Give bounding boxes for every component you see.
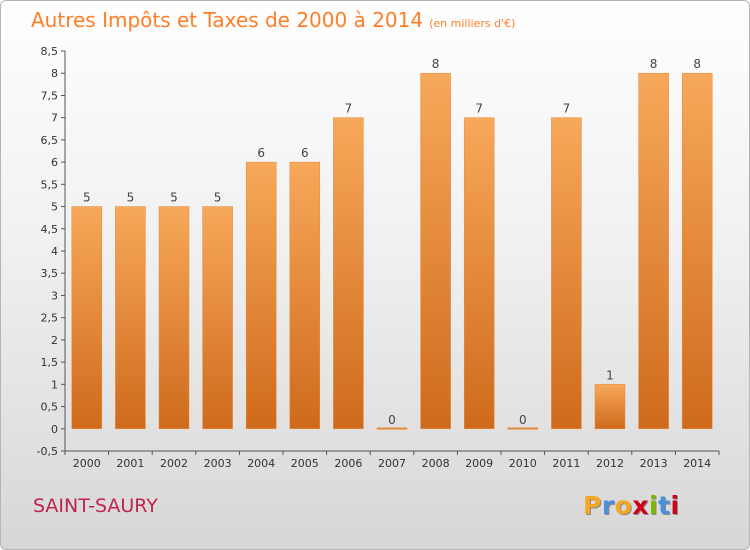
bar bbox=[594, 384, 626, 430]
y-tick-label: 1 bbox=[51, 378, 58, 391]
x-tick-label: 2008 bbox=[422, 457, 450, 470]
logo-letter: x bbox=[632, 491, 649, 520]
bar bbox=[115, 206, 146, 430]
bar-value-label: 7 bbox=[345, 102, 353, 116]
city-name: SAINT-SAURY bbox=[33, 495, 158, 517]
bar-value-label: 8 bbox=[432, 57, 440, 71]
bar bbox=[202, 206, 233, 430]
y-tick-label: 7,5 bbox=[41, 89, 59, 102]
y-tick-label: 4,5 bbox=[41, 223, 59, 236]
y-tick-label: 7 bbox=[51, 112, 58, 125]
bar-value-label: 5 bbox=[170, 191, 178, 205]
x-tick-label: 2012 bbox=[596, 457, 624, 470]
x-tick-label: 2003 bbox=[204, 457, 232, 470]
logo-letter: r bbox=[601, 491, 615, 520]
x-tick-label: 2007 bbox=[378, 457, 406, 470]
x-tick-label: 2013 bbox=[640, 457, 668, 470]
bar-value-label: 6 bbox=[257, 146, 265, 160]
bar bbox=[376, 427, 408, 430]
y-tick-label: 0,5 bbox=[41, 401, 59, 414]
chart-title-text: Autres Impôts et Taxes de 2000 à 2014 bbox=[31, 8, 424, 32]
x-tick-label: 2004 bbox=[247, 457, 275, 470]
chart-unit: (en milliers d'€) bbox=[429, 17, 516, 30]
proxiti-logo[interactable]: Proxiti bbox=[583, 491, 680, 520]
y-tick-label: 6 bbox=[51, 156, 58, 169]
x-tick-label: 2014 bbox=[683, 457, 711, 470]
y-tick-label: 1,5 bbox=[41, 356, 59, 369]
y-tick-label: -0,5 bbox=[37, 445, 58, 458]
bar bbox=[463, 117, 495, 430]
y-tick-label: 6,5 bbox=[41, 134, 59, 147]
bar bbox=[333, 117, 364, 430]
bar bbox=[71, 206, 103, 430]
y-tick-label: 5 bbox=[51, 201, 58, 214]
chart-bars bbox=[71, 72, 713, 430]
bar-value-label: 5 bbox=[127, 191, 135, 205]
y-tick-label: 2,5 bbox=[41, 312, 59, 325]
y-tick-label: 5,5 bbox=[41, 178, 59, 191]
x-tick-label: 2009 bbox=[465, 457, 493, 470]
bar-value-label: 0 bbox=[388, 413, 396, 427]
y-tick-label: 3,5 bbox=[41, 267, 59, 280]
x-tick-label: 2005 bbox=[291, 457, 319, 470]
x-tick-label: 2010 bbox=[509, 457, 537, 470]
bar bbox=[551, 117, 582, 430]
y-tick-label: 3 bbox=[51, 289, 58, 302]
logo-letter: o bbox=[614, 491, 633, 520]
bar bbox=[289, 161, 321, 430]
logo-letter: i bbox=[649, 491, 659, 520]
x-tick-label: 2002 bbox=[160, 457, 188, 470]
y-tick-label: 8 bbox=[51, 67, 58, 80]
bar-value-label: 6 bbox=[301, 146, 309, 160]
bar bbox=[420, 72, 451, 430]
bar-value-label: 5 bbox=[214, 191, 222, 205]
y-tick-label: 8,5 bbox=[41, 45, 59, 58]
bar-value-label: 8 bbox=[650, 57, 658, 71]
bar bbox=[507, 427, 539, 430]
chart-title: Autres Impôts et Taxes de 2000 à 2014 (en… bbox=[31, 8, 515, 32]
logo-letter: t bbox=[658, 491, 671, 520]
bar bbox=[638, 72, 669, 430]
bar bbox=[681, 72, 713, 430]
bar-value-label: 0 bbox=[519, 413, 527, 427]
y-tick-label: 4 bbox=[51, 245, 58, 258]
y-tick-label: 0 bbox=[51, 423, 58, 436]
bar-value-label: 7 bbox=[563, 102, 571, 116]
bar bbox=[158, 206, 190, 430]
bar bbox=[245, 161, 277, 430]
chart-axes: -0,5 0 0,5 1 1,5 2 2,5 3 3,5 4 4,5 5 5,5 6 6,5 7 7,5 8 8,5… bbox=[37, 45, 720, 470]
logo-letter: P bbox=[583, 491, 602, 520]
bar-value-label: 8 bbox=[693, 57, 701, 71]
y-tick-label: 2 bbox=[51, 334, 58, 347]
x-tick-label: 2001 bbox=[116, 457, 144, 470]
x-tick-label: 2011 bbox=[552, 457, 580, 470]
chart-labels: 5 5 5 5 6 6 7 0 8 7 0 7 1 8 8 bbox=[83, 57, 701, 427]
bar-value-label: 7 bbox=[475, 102, 483, 116]
bar-value-label: 1 bbox=[606, 368, 614, 382]
x-tick-label: 2006 bbox=[334, 457, 362, 470]
logo-letter: i bbox=[670, 491, 680, 520]
x-tick-label: 2000 bbox=[73, 457, 101, 470]
bar-value-label: 5 bbox=[83, 191, 91, 205]
